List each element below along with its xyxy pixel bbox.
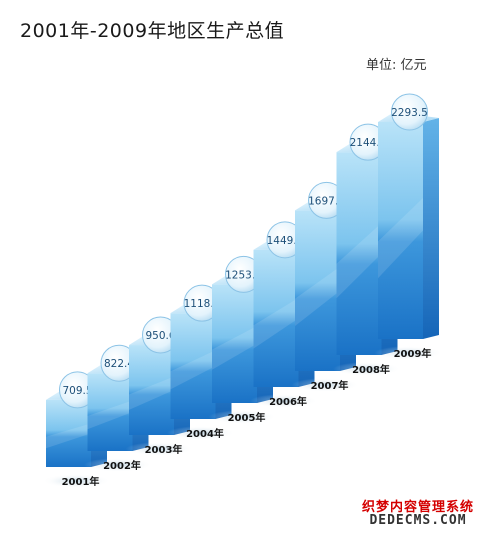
bar-front	[87, 373, 133, 451]
value-label: 1118.5	[184, 298, 221, 310]
category-label: 2001年	[62, 475, 100, 488]
category-label: 2004年	[186, 427, 224, 440]
value-label: 1449.8	[267, 235, 304, 247]
value-label: 1697.4	[308, 195, 345, 207]
bar-shadow	[333, 362, 401, 376]
bar-shadow	[84, 458, 152, 472]
bar-shadow	[250, 394, 318, 408]
bar-shadow	[42, 474, 111, 488]
category-label: 2005年	[228, 411, 266, 424]
value-bubble	[391, 93, 428, 131]
value-label: 2293.5	[391, 107, 428, 119]
bar-shadow	[208, 410, 277, 424]
category-label: 2008年	[352, 363, 390, 376]
bar-front	[46, 399, 91, 467]
bar-highlight	[253, 297, 299, 349]
watermark-line2: DEDECMS.COM	[369, 513, 467, 529]
category-label: 2006年	[269, 395, 307, 408]
bar-front	[212, 284, 257, 403]
watermark-line1: 织梦内容管理系统	[361, 499, 474, 515]
bar-6: 1449.8 2006年	[250, 221, 318, 408]
bar-front	[170, 313, 216, 419]
bar-front	[253, 249, 299, 387]
bar-highlight	[212, 325, 257, 370]
value-label: 822.4	[104, 358, 134, 370]
bar-front	[295, 210, 340, 371]
bar-front	[336, 152, 382, 355]
category-label: 2002年	[103, 459, 141, 472]
bar-5: 1253.4 2005年	[208, 255, 277, 424]
bar-highlight	[295, 266, 340, 327]
watermark: 织梦内容管理系统 DEDECMS.COM	[362, 501, 474, 528]
bar-shadow	[374, 346, 443, 360]
value-label: 950.6	[145, 330, 175, 342]
category-label: 2009年	[394, 347, 432, 360]
value-label: 1253.4	[225, 269, 262, 281]
value-label: 2144.0	[350, 137, 387, 149]
bar-highlight	[129, 376, 174, 410]
bar-front	[129, 345, 174, 435]
bar-highlight	[336, 223, 382, 299]
bar-shadow	[125, 442, 194, 456]
bar-side	[423, 118, 439, 339]
unit-label: 单位: 亿元	[366, 58, 427, 73]
category-label: 2007年	[311, 379, 349, 392]
bar-shadow	[291, 378, 360, 392]
bar-shadow	[167, 426, 235, 440]
bar-front	[378, 122, 423, 339]
bar-highlight	[46, 423, 91, 449]
category-label: 2003年	[145, 443, 183, 456]
chart-title: 2001年-2009年地区生产总值	[20, 20, 285, 42]
bar-highlight	[170, 350, 216, 390]
bar-9: 2293.5 2009年	[374, 93, 443, 360]
bar-highlight	[87, 400, 133, 430]
value-label: 709.5	[62, 385, 92, 397]
bar-highlight	[378, 197, 423, 279]
